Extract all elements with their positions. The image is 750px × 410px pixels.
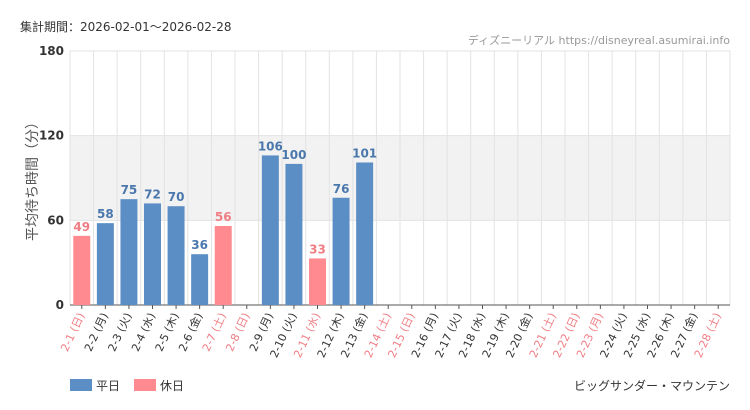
legend: 平日 休日 (70, 379, 184, 393)
bar (285, 163, 303, 305)
bar (214, 225, 232, 305)
data-label: 76 (333, 182, 350, 196)
data-label: 100 (281, 148, 306, 162)
legend-label-holiday: 休日 (160, 379, 184, 393)
y-axis-title: 平均待ち時間（分） (25, 115, 41, 241)
bar (261, 155, 279, 305)
data-label: 70 (168, 190, 185, 204)
bar (356, 162, 374, 305)
data-label: 72 (144, 187, 161, 201)
bar (167, 206, 185, 305)
credit-label: ディズニーリアル https://disneyreal.asumirai.inf… (468, 33, 730, 47)
attraction-name: ビッグサンダー・マウンテン (574, 378, 730, 393)
data-label: 58 (97, 207, 114, 221)
bar (332, 197, 350, 305)
data-label: 56 (215, 210, 232, 224)
bar (191, 254, 209, 305)
data-label: 33 (309, 242, 326, 256)
data-label: 49 (73, 220, 90, 234)
data-label: 106 (258, 139, 283, 153)
legend-swatch-weekday (70, 379, 92, 391)
bar (309, 258, 326, 305)
data-label: 75 (121, 183, 138, 197)
y-tick-label: 0 (56, 298, 64, 312)
bar (144, 203, 161, 305)
period-label: 集計期間：2026-02-01〜2026-02-28 (20, 19, 231, 34)
bar (73, 235, 91, 305)
y-tick-label: 120 (39, 129, 64, 143)
legend-swatch-holiday (134, 379, 156, 391)
data-label: 36 (191, 238, 208, 252)
legend-label-weekday: 平日 (96, 379, 120, 393)
y-tick-label: 180 (39, 44, 64, 58)
bar (120, 199, 138, 305)
y-tick-label: 60 (47, 213, 64, 227)
data-label: 101 (352, 146, 377, 160)
bar (96, 223, 114, 305)
